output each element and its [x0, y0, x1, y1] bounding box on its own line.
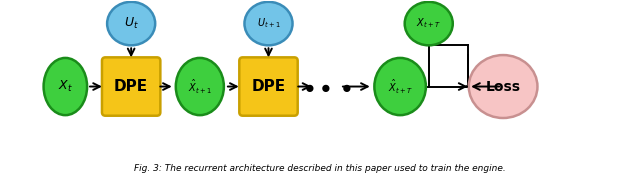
Text: DPE: DPE — [252, 79, 285, 94]
Text: $X_t$: $X_t$ — [58, 79, 73, 94]
Ellipse shape — [404, 2, 452, 45]
Ellipse shape — [44, 58, 87, 115]
FancyBboxPatch shape — [102, 57, 161, 116]
Ellipse shape — [468, 55, 538, 118]
Text: $\hat{X}_{t+T}$: $\hat{X}_{t+T}$ — [388, 78, 413, 95]
Text: DPE: DPE — [114, 79, 148, 94]
Ellipse shape — [374, 58, 426, 115]
Text: $X_{t+T}$: $X_{t+T}$ — [417, 17, 441, 30]
Ellipse shape — [176, 58, 224, 115]
Ellipse shape — [107, 2, 155, 45]
Text: Loss: Loss — [486, 80, 520, 94]
Text: $U_t$: $U_t$ — [124, 16, 139, 31]
Text: Fig. 3: The recurrent architecture described in this paper used to train the eng: Fig. 3: The recurrent architecture descr… — [134, 164, 506, 173]
Text: $\bullet\!\bullet\!\bullet$: $\bullet\!\bullet\!\bullet$ — [301, 75, 353, 99]
FancyBboxPatch shape — [239, 57, 298, 116]
Text: $U_{t+1}$: $U_{t+1}$ — [257, 17, 280, 30]
Ellipse shape — [244, 2, 292, 45]
Text: $\hat{X}_{t+1}$: $\hat{X}_{t+1}$ — [188, 78, 212, 95]
